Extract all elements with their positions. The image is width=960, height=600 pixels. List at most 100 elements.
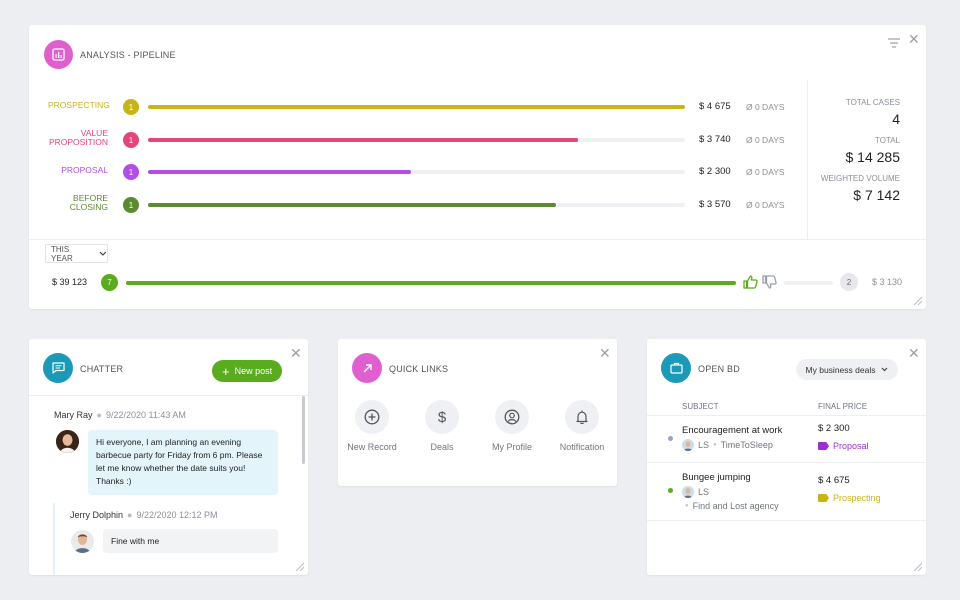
weighted-value: $ 7 142 (853, 187, 900, 203)
thumbs-up-icon[interactable] (743, 275, 758, 294)
chatter-card: CHATTER ✕ + New post Mary Ray ● 9/22/2020 … (29, 339, 308, 575)
column-header-subject[interactable]: SUBJECT (682, 402, 719, 411)
stage-label-line: PROPOSAL (61, 165, 108, 175)
lost-amount: $ 3 130 (872, 277, 903, 287)
message-date: 9/22/2020 11:43 AM (105, 410, 186, 420)
avatar (682, 486, 694, 498)
status-dot (668, 436, 673, 441)
resize-handle-icon[interactable] (913, 562, 922, 571)
deal-owner: LS (698, 487, 710, 497)
avatar (71, 530, 94, 553)
stage-bar (148, 170, 412, 174)
deals-filter-select[interactable]: My business deals (796, 359, 898, 380)
deal-company: TimeToSleep (720, 440, 773, 450)
quick-link-new-record[interactable]: New Record (342, 400, 402, 452)
stage-track (148, 105, 685, 109)
won-count-badge: 7 (101, 274, 118, 291)
chatter-divider (29, 395, 308, 396)
deal-owner: LS (698, 440, 710, 450)
deals-filter-value: My business deals (805, 364, 876, 375)
dollar-icon: $ (425, 400, 459, 434)
new-post-label: New post (234, 366, 273, 376)
deal-company: Find and Lost agency (692, 501, 779, 511)
stage-tag: Prospecting (818, 493, 881, 503)
stage-amount: $ 3 570 (699, 199, 731, 210)
chatter-title: CHATTER (80, 364, 124, 374)
stage-days: Ø 0 DAYS (746, 135, 785, 145)
table-row[interactable]: Encouragement at work LS ● TimeToSleep $… (647, 416, 926, 462)
won-amount: $ 39 123 (52, 277, 88, 287)
stage-tag: Proposal (818, 441, 869, 451)
stage-label: PROPOSAL (48, 166, 108, 175)
deal-title: Bungee jumping (682, 472, 751, 483)
status-dot (668, 488, 673, 493)
table-divider (647, 415, 926, 416)
resize-handle-icon[interactable] (295, 562, 304, 571)
table-divider (647, 520, 926, 521)
message-bubble: Fine with me (103, 529, 278, 553)
pipeline-card: ANALYSIS - PIPELINE ✕ PROSPECTING 1 $ 4 67… (29, 25, 926, 309)
pipeline-title: ANALYSIS - PIPELINE (80, 50, 176, 60)
stage-count-badge: 1 (123, 99, 139, 115)
stage-track (148, 138, 685, 142)
message-header: Mary Ray ● 9/22/2020 11:43 AM (54, 410, 186, 420)
close-icon[interactable]: ✕ (908, 345, 920, 361)
won-track (126, 281, 736, 285)
stage-label: Prospecting (833, 493, 881, 503)
plus-icon: + (222, 363, 230, 379)
new-post-button[interactable]: + New post (212, 360, 283, 382)
chevron-down-icon (882, 367, 888, 372)
table-row[interactable]: Bungee jumping LS ● Find and Lost agency… (647, 463, 926, 520)
chat-icon (43, 353, 73, 383)
stage-amount: $ 4 675 (699, 101, 731, 112)
weighted-label: WEIGHTED VOLUME (820, 174, 900, 183)
quick-links-card: QUICK LINKS ✕ New Record $ Deals My Prof… (338, 339, 617, 486)
stage-amount: $ 2 300 (699, 166, 731, 177)
stage-track (148, 170, 685, 174)
quick-links-title: QUICK LINKS (389, 364, 449, 374)
quick-link-deals[interactable]: $ Deals (412, 400, 472, 452)
resize-handle-icon[interactable] (913, 296, 922, 305)
stage-bar (148, 138, 578, 142)
user-icon (495, 400, 529, 434)
stage-label-line: BEFORE (73, 193, 108, 203)
stage-amount: $ 3 740 (699, 134, 731, 145)
stage-days: Ø 0 DAYS (746, 102, 785, 112)
close-icon[interactable]: ✕ (290, 345, 302, 361)
stage-label-line: PROPOSITION (48, 137, 108, 147)
message-author: Mary Ray (54, 410, 93, 420)
period-select[interactable]: THIS YEAR (45, 244, 108, 263)
thumbs-down-icon[interactable] (762, 275, 777, 294)
quick-link-label: Notification (559, 442, 605, 452)
deal-owner-row: LS (682, 486, 709, 498)
close-icon[interactable]: ✕ (908, 31, 920, 47)
close-icon[interactable]: ✕ (599, 345, 611, 361)
column-header-price[interactable]: FINAL PRICE (818, 402, 868, 411)
deal-price: $ 2 300 (818, 423, 850, 434)
chevron-down-icon (99, 251, 107, 256)
stats-divider (807, 80, 808, 240)
lost-count-badge: 2 (840, 273, 858, 291)
total-label: TOTAL (874, 136, 900, 145)
stage-count-badge: 1 (123, 164, 139, 180)
stage-bar (148, 105, 685, 109)
plus-circle-icon (355, 400, 389, 434)
open-bd-card: OPEN BD ✕ My business deals SUBJECT FINA… (647, 339, 926, 575)
quick-link-notification[interactable]: Notification (552, 400, 612, 452)
filter-icon[interactable] (888, 35, 900, 48)
message-header: Jerry Dolphin ● 9/22/2020 12:12 PM (70, 510, 218, 520)
chatter-scrollbar[interactable] (302, 396, 305, 464)
message-author: Jerry Dolphin (70, 510, 124, 520)
stage-label: VALUE PROPOSITION (48, 129, 108, 147)
bell-icon (565, 400, 599, 434)
message-bubble: Hi everyone, I am planning an evening ba… (88, 430, 278, 495)
avatar (682, 439, 694, 451)
stage-label: PROSPECTING (48, 100, 110, 110)
stage-label-line: PROSPECTING (48, 100, 110, 110)
stage-label: Proposal (833, 441, 869, 451)
tag-icon (818, 494, 829, 502)
quick-link-my-profile[interactable]: My Profile (482, 400, 542, 452)
stage-label: BEFORE CLOSING (48, 194, 108, 212)
stage-days: Ø 0 DAYS (746, 167, 785, 177)
message-date: 9/22/2020 12:12 PM (136, 510, 218, 520)
